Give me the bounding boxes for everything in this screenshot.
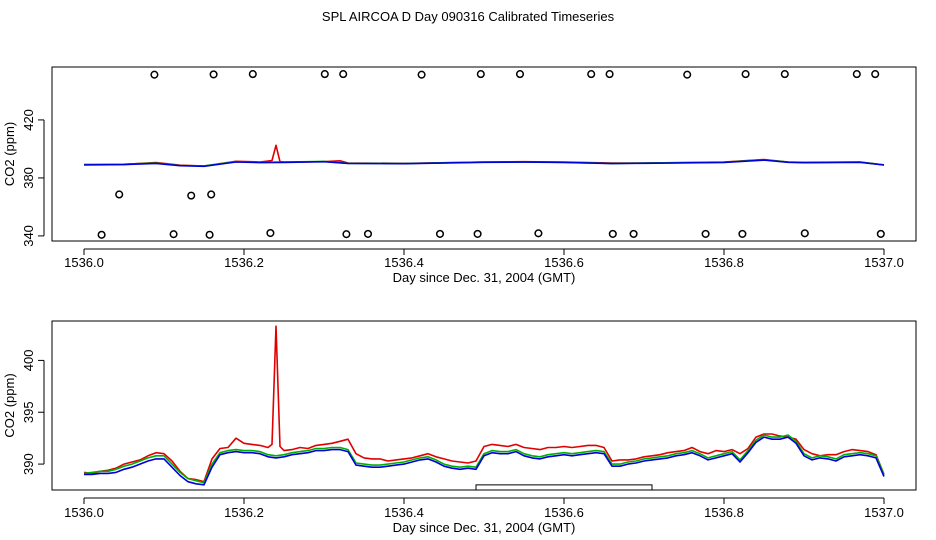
x-tick-label: 1536.6 <box>544 505 584 520</box>
data-marker <box>534 229 543 238</box>
data-marker <box>876 229 885 238</box>
plot-frame <box>51 320 917 491</box>
data-marker <box>605 70 614 79</box>
data-marker <box>97 230 106 239</box>
time-window-bracket <box>475 484 653 490</box>
data-marker <box>780 70 789 79</box>
x-axis <box>83 497 885 504</box>
data-marker <box>115 190 124 199</box>
data-marker <box>320 70 329 79</box>
chart-title: SPL AIRCOA D Day 090316 Calibrated Times… <box>321 9 615 24</box>
data-marker <box>169 230 178 239</box>
data-marker <box>800 229 809 238</box>
x-tick-label: 1536.0 <box>64 255 104 270</box>
panel-detail <box>38 320 917 504</box>
data-marker <box>476 70 485 79</box>
x-tick-label: 1537.0 <box>864 255 904 270</box>
data-marker <box>515 70 525 79</box>
data-marker <box>683 70 692 79</box>
x-axis-label: Day since Dec. 31, 2004 (GMT) <box>393 270 576 285</box>
y-tick-label: 340 <box>21 225 36 247</box>
data-marker <box>473 229 482 238</box>
series-line-green <box>83 434 885 484</box>
y-tick-label: 395 <box>21 401 36 423</box>
data-marker <box>150 70 159 79</box>
x-tick-label: 1536.0 <box>64 505 104 520</box>
data-marker <box>852 70 861 79</box>
data-marker <box>205 230 214 239</box>
x-tick-label: 1536.8 <box>704 255 744 270</box>
y-tick-label: 420 <box>21 109 36 131</box>
data-marker <box>587 70 596 79</box>
panel-overview <box>38 66 917 255</box>
series-line-blue <box>84 436 885 486</box>
y-tick-label: 390 <box>21 453 36 475</box>
x-tick-label: 1536.8 <box>704 505 744 520</box>
y-tick-label: 400 <box>21 350 36 372</box>
series-line-red <box>83 325 885 483</box>
data-marker <box>342 230 351 239</box>
series-line-blue <box>83 159 885 168</box>
data-marker <box>266 228 275 238</box>
y-axis <box>38 119 45 237</box>
data-marker <box>871 70 880 79</box>
y-axis <box>38 359 45 465</box>
data-marker <box>741 70 750 79</box>
data-marker <box>701 229 710 238</box>
x-tick-label: 1536.2 <box>224 255 264 270</box>
x-tick-label: 1536.2 <box>224 505 264 520</box>
x-axis-label: Day since Dec. 31, 2004 (GMT) <box>393 520 576 535</box>
x-tick-label: 1536.6 <box>544 255 584 270</box>
x-tick-label: 1536.4 <box>384 505 424 520</box>
data-marker <box>339 70 348 79</box>
x-tick-label: 1537.0 <box>864 505 904 520</box>
data-marker <box>187 191 196 200</box>
data-marker <box>363 229 373 238</box>
y-axis-label: CO2 (ppm) <box>2 373 17 437</box>
data-marker <box>629 229 638 238</box>
x-axis <box>83 248 885 255</box>
data-marker <box>738 229 747 238</box>
data-marker <box>417 70 426 79</box>
data-marker <box>248 70 257 79</box>
plot-frame <box>51 66 917 242</box>
y-axis-label: CO2 (ppm) <box>2 122 17 186</box>
data-marker <box>608 229 617 238</box>
x-tick-label: 1536.4 <box>384 255 424 270</box>
y-tick-label: 380 <box>21 167 36 189</box>
data-marker <box>209 70 218 79</box>
data-marker <box>435 229 445 238</box>
data-marker <box>207 190 216 199</box>
